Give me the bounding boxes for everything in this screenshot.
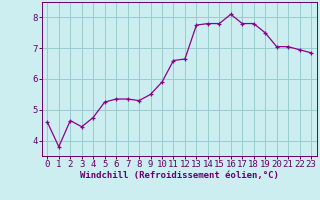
X-axis label: Windchill (Refroidissement éolien,°C): Windchill (Refroidissement éolien,°C) [80, 171, 279, 180]
